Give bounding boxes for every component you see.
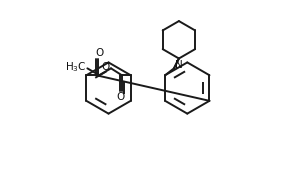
Text: O: O [95, 48, 103, 58]
Text: N: N [175, 60, 183, 70]
Text: O: O [117, 92, 125, 102]
Text: H$_3$C: H$_3$C [65, 60, 86, 74]
Text: O: O [102, 62, 110, 72]
